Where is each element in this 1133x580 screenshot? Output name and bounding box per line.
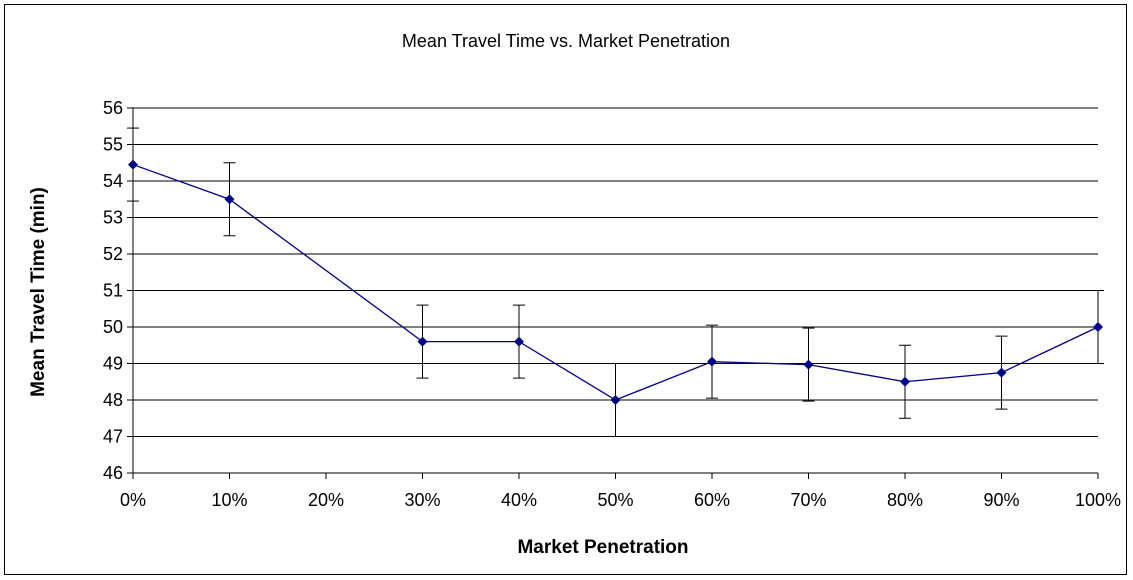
x-tick-label-4: 40% — [501, 490, 537, 510]
y-tick-label-50: 50 — [103, 317, 123, 337]
chart-frame — [4, 4, 1127, 575]
x-tick-label-9: 90% — [983, 490, 1019, 510]
x-tick-label-5: 50% — [597, 490, 633, 510]
y-tick-label-51: 51 — [103, 281, 123, 301]
y-tick-label-56: 56 — [103, 98, 123, 118]
data-markers — [128, 159, 1103, 405]
data-point-6 — [803, 359, 814, 370]
y-tick-label-46: 46 — [103, 463, 123, 483]
x-tick-labels: 0% 10% 20% 30% 40% 50% 60% 70% 80% 90% 100% — [120, 490, 1121, 510]
y-tick-label-53: 53 — [103, 208, 123, 228]
x-tick-label-8: 80% — [887, 490, 923, 510]
data-point-3 — [514, 336, 524, 347]
y-axis-label: Mean Travel Time (min) — [28, 187, 49, 397]
y-tick-label-49: 49 — [103, 354, 123, 374]
x-tick-label-6: 60% — [694, 490, 730, 510]
data-point-4 — [610, 395, 621, 405]
data-point-0 — [128, 159, 138, 170]
data-point-9 — [1093, 322, 1103, 332]
axes — [127, 107, 1099, 479]
data-point-7 — [900, 376, 910, 387]
y-tick-label-52: 52 — [103, 244, 123, 264]
x-tick-label-3: 30% — [404, 490, 440, 510]
x-tick-label-2: 20% — [308, 490, 344, 510]
x-tick-label-10: 100% — [1075, 490, 1121, 510]
x-tick-label-0: 0% — [120, 490, 146, 510]
y-tick-label-47: 47 — [103, 427, 123, 447]
data-point-8 — [996, 367, 1007, 378]
y-tick-labels: 46 47 48 49 50 51 52 53 54 55 56 — [103, 98, 123, 483]
y-tick-label-54: 54 — [103, 171, 123, 191]
data-point-1 — [224, 194, 235, 205]
series-line — [132, 163, 1099, 401]
error-bars — [127, 127, 1104, 437]
series-line-layer — [132, 163, 1099, 401]
y-tick-label-55: 55 — [103, 135, 123, 155]
chart-title: Mean Travel Time vs. Market Penetration — [402, 31, 730, 51]
x-axis-label: Market Penetration — [517, 537, 688, 558]
x-tick-label-1: 10% — [211, 490, 247, 510]
y-tick-label-48: 48 — [103, 390, 123, 410]
x-tick-label-7: 70% — [790, 490, 826, 510]
data-point-5 — [707, 356, 717, 367]
data-point-2 — [417, 336, 428, 347]
